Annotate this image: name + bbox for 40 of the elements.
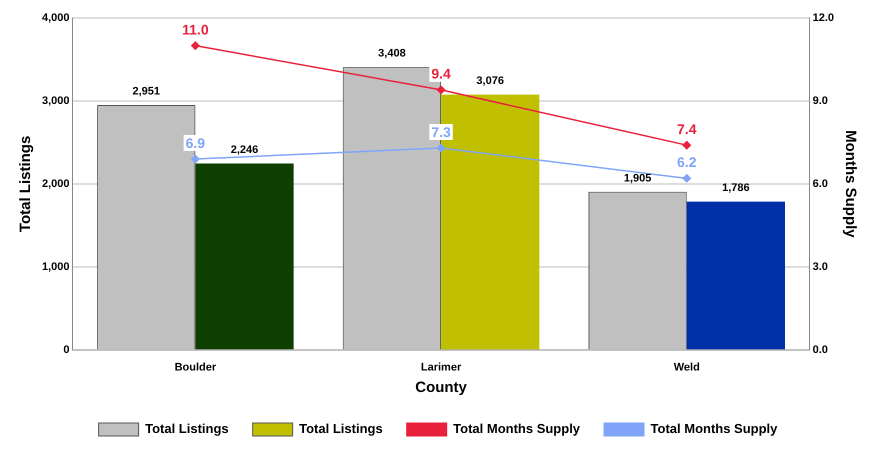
y2-tick-label: 6.0 xyxy=(812,178,828,190)
data-label: 7.3 xyxy=(431,124,451,140)
bar xyxy=(686,202,786,350)
x-tick-label: Boulder xyxy=(174,361,217,374)
point xyxy=(436,86,446,94)
legend-label: Total Listings xyxy=(145,421,229,436)
point xyxy=(436,144,446,152)
point xyxy=(191,154,200,164)
x-axis-title: County xyxy=(415,379,468,396)
data-label: 2,951 xyxy=(132,86,160,98)
data-label: 7.4 xyxy=(677,121,697,138)
data-label: 11.0 xyxy=(182,22,209,38)
data-label: 2,246 xyxy=(230,144,258,156)
y-axis-title: Total Listings xyxy=(17,136,34,232)
point xyxy=(682,140,691,150)
point xyxy=(682,174,691,183)
y-tick-label: 3,000 xyxy=(42,94,70,107)
y-tick-label: 0 xyxy=(63,344,70,356)
y-tick-label: 2,000 xyxy=(42,178,70,190)
y2-tick-label: 3.0 xyxy=(812,260,828,273)
y-tick-label: 1,000 xyxy=(42,260,70,273)
data-label: 6.2 xyxy=(677,154,697,170)
y-tick-label: 4,000 xyxy=(42,12,70,24)
point xyxy=(191,41,200,50)
data-label: 1,905 xyxy=(624,172,652,184)
data-label: 3,408 xyxy=(378,48,406,60)
legend-label: Total Months Supply xyxy=(453,421,581,436)
data-label: 6.9 xyxy=(186,134,206,151)
data-label: 9.4 xyxy=(431,66,451,82)
data-label: 3,076 xyxy=(476,75,504,88)
legend-label: Total Months Supply xyxy=(650,421,778,436)
y2-tick-label: 0.0 xyxy=(812,344,828,356)
bar xyxy=(195,163,294,350)
data-label: 1,786 xyxy=(722,182,750,194)
legend-label: Total Listings xyxy=(299,421,383,436)
x-tick-label: Weld xyxy=(674,361,700,374)
x-tick-label: Larimer xyxy=(420,361,462,374)
y2-tick-label: 9.0 xyxy=(812,94,828,107)
y2-tick-label: 12.0 xyxy=(812,12,834,24)
y2-axis-title: Months Supply xyxy=(842,130,859,238)
